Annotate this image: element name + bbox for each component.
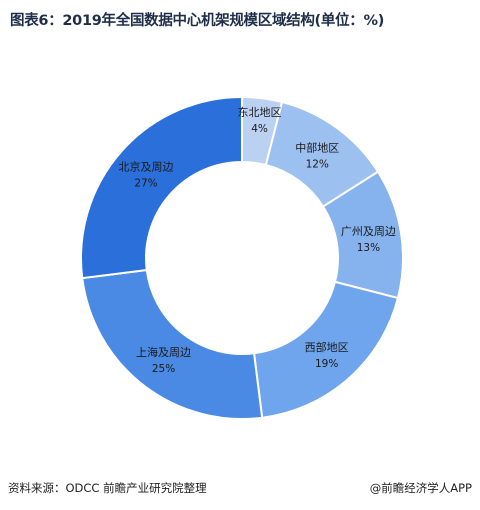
label-west: 西部地区 (305, 340, 349, 354)
brand-note: @前瞻经济学人APP (369, 481, 472, 495)
slice-shanghai (81, 268, 264, 420)
value-label-west: 19% (315, 358, 338, 370)
label-northeast: 东北地区 (238, 106, 282, 119)
label-shanghai: 上海及周边 (136, 345, 191, 359)
value-label-shanghai: 25% (152, 363, 175, 375)
slice-beijing (80, 95, 243, 280)
chart-title: 图表6：2019年全国数据中心机架规模区域结构(单位：%) (10, 13, 385, 29)
value-label-northeast: 4% (251, 123, 268, 135)
label-beijing: 北京及周边 (118, 159, 173, 173)
labels-group: 东北地区 4% 中部地区 12% 广州及周边 13% 西部地区 19% 上海及周边 25% 北京及周… (118, 106, 395, 375)
label-central: 中部地区 (295, 140, 339, 154)
source-note: 资料来源：ODCC 前瞻产业研究院整理 (8, 481, 207, 495)
value-label-central: 12% (306, 158, 329, 170)
donut-chart: 东北地区 4% 中部地区 12% 广州及周边 13% 西部地区 19% 上海及周边 25% 北京及周… (80, 95, 404, 420)
label-guangzhou: 广州及周边 (341, 225, 396, 238)
slices-group (80, 95, 404, 420)
value-label-guangzhou: 13% (357, 242, 380, 254)
value-label-beijing: 27% (134, 177, 157, 189)
